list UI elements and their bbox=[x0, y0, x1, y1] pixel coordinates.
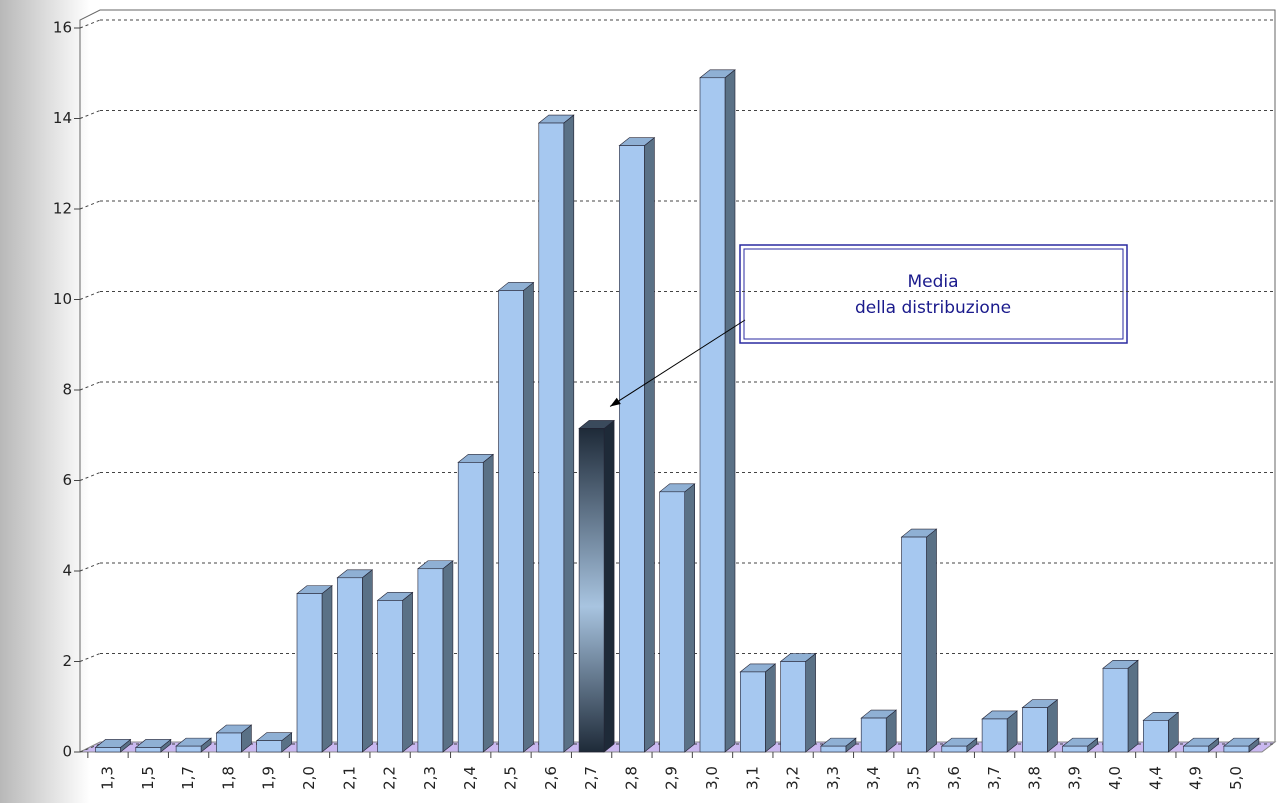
bar-side bbox=[603, 419, 615, 753]
background bbox=[0, 0, 90, 803]
y-tick-label: 12 bbox=[53, 200, 72, 218]
x-tick-label: 3,8 bbox=[1025, 766, 1043, 790]
x-tick-label: 2,6 bbox=[542, 766, 560, 790]
bar bbox=[256, 740, 283, 753]
x-tick-label: 3,2 bbox=[784, 766, 802, 790]
x-tick-label: 2,7 bbox=[582, 766, 600, 790]
frame bbox=[79, 9, 1276, 752]
bar bbox=[296, 593, 323, 753]
bar-side bbox=[1047, 699, 1058, 753]
bar bbox=[336, 577, 363, 753]
bar bbox=[95, 747, 121, 753]
bar bbox=[659, 491, 686, 753]
bar-side bbox=[805, 652, 816, 753]
annotation-box bbox=[739, 244, 1128, 344]
x-tick-label: 3,6 bbox=[945, 766, 963, 790]
bar bbox=[1102, 667, 1129, 753]
bar-side bbox=[684, 483, 696, 753]
bar-side bbox=[764, 663, 776, 753]
bar bbox=[739, 671, 766, 753]
x-tick-label: 2,9 bbox=[663, 766, 681, 790]
x-tick-label: 2,2 bbox=[381, 766, 399, 790]
bar-side bbox=[402, 591, 413, 753]
x-tick-label: 2,5 bbox=[502, 766, 520, 790]
annotation-box-inner bbox=[743, 248, 1124, 340]
bar-side bbox=[482, 453, 494, 753]
bar bbox=[860, 717, 887, 753]
x-tick-label: 2,1 bbox=[340, 766, 358, 790]
y-tick-label: 10 bbox=[53, 290, 72, 308]
bar bbox=[417, 568, 444, 753]
x-tick-label: 2,8 bbox=[622, 766, 640, 790]
bar-side bbox=[563, 114, 575, 753]
bar bbox=[457, 462, 484, 753]
bar bbox=[619, 145, 645, 753]
x-tick-label: 4,9 bbox=[1187, 766, 1205, 790]
x-tick-label: 3,1 bbox=[743, 766, 761, 790]
arrow-head bbox=[610, 397, 621, 407]
bar bbox=[981, 718, 1008, 753]
bar-side bbox=[644, 137, 655, 753]
y-tick-label: 14 bbox=[53, 109, 72, 127]
bar bbox=[1062, 745, 1088, 753]
y-tick-label: 16 bbox=[53, 19, 72, 37]
x-tick-label: 2,0 bbox=[300, 766, 318, 790]
x-tick-label: 1,3 bbox=[99, 766, 117, 790]
x-tick-label: 3,9 bbox=[1066, 766, 1084, 790]
bar-side bbox=[361, 569, 373, 753]
x-tick-label: 3,0 bbox=[703, 766, 721, 790]
bar bbox=[1183, 745, 1209, 753]
bar bbox=[901, 536, 927, 753]
bar bbox=[1223, 745, 1250, 753]
bar bbox=[780, 661, 806, 753]
x-tick-label: 1,5 bbox=[139, 766, 157, 790]
y-tick-label: 2 bbox=[62, 652, 72, 670]
bar bbox=[135, 747, 162, 753]
bar bbox=[1022, 707, 1048, 753]
bar-side bbox=[442, 560, 454, 753]
bar bbox=[538, 122, 565, 753]
x-tick-label: 5,0 bbox=[1227, 766, 1245, 790]
x-tick-label: 4,4 bbox=[1146, 766, 1164, 790]
bar bbox=[1143, 720, 1169, 753]
bar bbox=[699, 77, 726, 753]
bar bbox=[377, 600, 403, 753]
x-tick-label: 3,4 bbox=[864, 766, 882, 790]
annotation-text: della distribuzione bbox=[855, 298, 1011, 318]
x-tick-label: 1,7 bbox=[179, 766, 197, 790]
x-tick-label: 3,5 bbox=[905, 766, 923, 790]
bar-side bbox=[926, 528, 937, 753]
x-tick-label: 2,3 bbox=[421, 766, 439, 790]
x-tick-label: 4,0 bbox=[1106, 766, 1124, 790]
y-tick-label: 8 bbox=[62, 381, 72, 399]
bar bbox=[216, 732, 242, 753]
bar bbox=[820, 745, 847, 753]
annotation-text: Media bbox=[907, 272, 958, 292]
x-tick-label: 1,8 bbox=[219, 766, 237, 790]
bar bbox=[498, 290, 524, 753]
bar-side bbox=[724, 69, 736, 753]
y-tick-label: 0 bbox=[62, 743, 72, 761]
annotation-arrow bbox=[609, 319, 746, 407]
x-tick-label: 3,3 bbox=[824, 766, 842, 790]
bar bbox=[578, 428, 605, 753]
bar bbox=[175, 745, 202, 753]
y-tick-label: 4 bbox=[62, 562, 72, 580]
bar-side bbox=[523, 281, 534, 753]
bar-side bbox=[321, 585, 333, 753]
bar bbox=[941, 745, 968, 753]
x-tick-label: 1,9 bbox=[260, 766, 278, 790]
y-tick-label: 6 bbox=[62, 471, 72, 489]
x-tick-label: 3,7 bbox=[985, 766, 1003, 790]
x-tick-label: 2,4 bbox=[461, 766, 479, 790]
bar-side bbox=[1127, 659, 1139, 753]
